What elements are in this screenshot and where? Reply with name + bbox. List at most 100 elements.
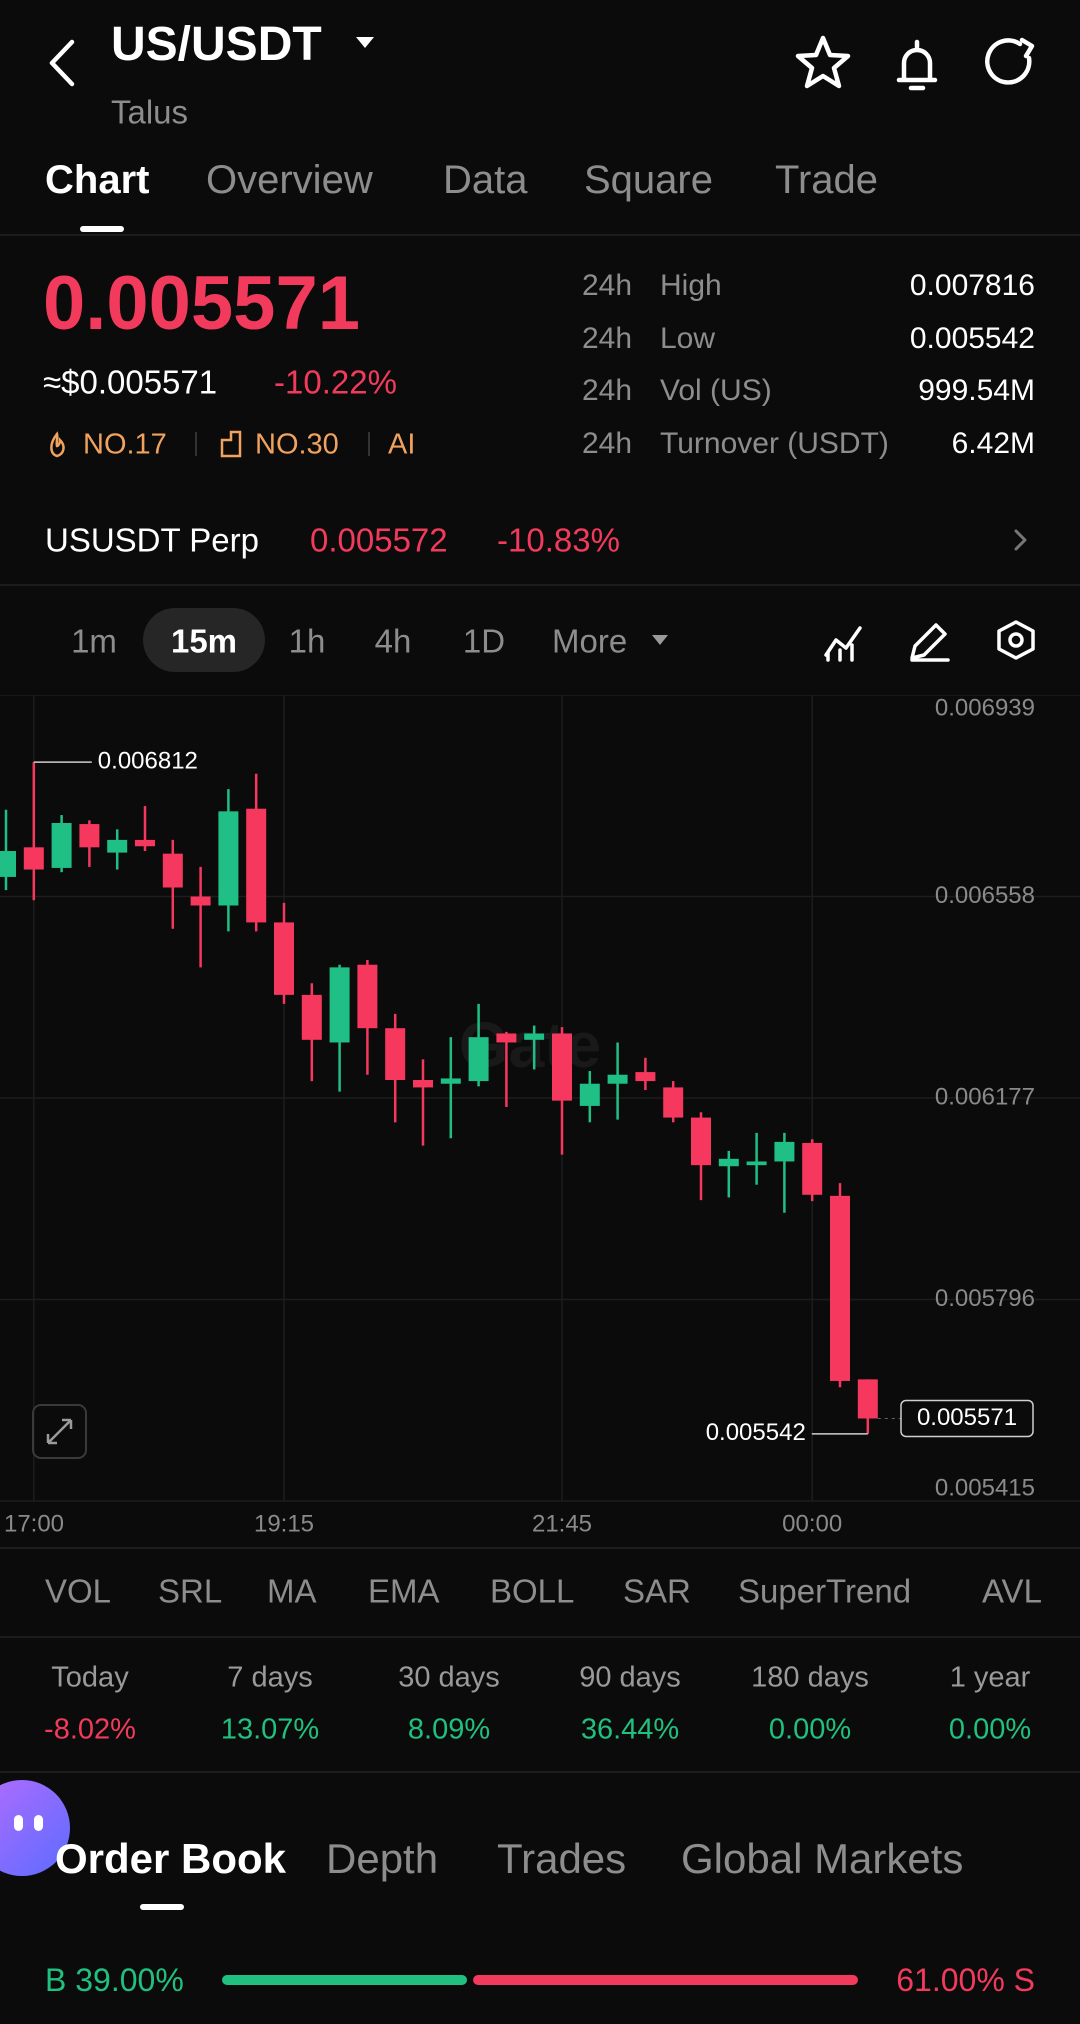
- divider: [0, 1771, 1080, 1773]
- candle-body: [385, 1028, 406, 1081]
- y-tick-label: 0.006558: [935, 882, 1035, 909]
- candle-body: [857, 1379, 878, 1419]
- candle-body: [23, 847, 44, 870]
- candle-body: [246, 808, 267, 923]
- last-price-label: 0.005571: [917, 1404, 1017, 1431]
- share-icon[interactable]: [985, 37, 1035, 85]
- tab[interactable]: Chart: [45, 158, 150, 202]
- perf-label: Today: [51, 1661, 129, 1694]
- x-tick-label: 00:00: [782, 1510, 842, 1537]
- interval-more[interactable]: More: [552, 622, 628, 660]
- candle-body: [830, 1195, 850, 1381]
- stat-period: 24h: [582, 269, 633, 302]
- indicator[interactable]: SAR: [623, 1572, 691, 1610]
- candle-body: [468, 1037, 489, 1082]
- hot-icon: [50, 431, 65, 458]
- indicator[interactable]: SRL: [158, 1572, 223, 1610]
- tab-underline: [80, 226, 124, 232]
- candle-body: [579, 1083, 600, 1106]
- candle-body: [329, 967, 350, 1043]
- low-label: 0.005542: [706, 1419, 806, 1446]
- y-tick-label: 0.006177: [935, 1083, 1035, 1110]
- assistant-bubble[interactable]: [0, 1780, 70, 1876]
- expand-frame: [32, 1404, 87, 1459]
- ai-badge[interactable]: AI: [388, 428, 416, 461]
- perf-value: -8.02%: [44, 1713, 136, 1746]
- separator: [195, 432, 197, 456]
- expand-button[interactable]: [32, 1404, 87, 1459]
- perp-chevron[interactable]: [1014, 529, 1027, 551]
- indicator[interactable]: MA: [267, 1572, 317, 1610]
- candle-body: [635, 1072, 656, 1082]
- perf-value: 13.07%: [220, 1713, 320, 1746]
- stat-value: 999.54M: [918, 374, 1035, 407]
- favorite-icon[interactable]: [795, 35, 851, 89]
- stat-value: 6.42M: [951, 427, 1035, 460]
- indicator[interactable]: AVL: [982, 1572, 1042, 1610]
- buy-bar: [222, 1975, 468, 1985]
- perp-change: -10.83%: [497, 521, 620, 559]
- more-dropdown[interactable]: [652, 635, 668, 645]
- tab[interactable]: Overview: [206, 158, 373, 202]
- settings-icon[interactable]: [997, 620, 1035, 660]
- perf-label: 7 days: [227, 1661, 313, 1694]
- tab[interactable]: Trade: [775, 158, 879, 202]
- stat-period: 24h: [582, 322, 633, 355]
- candle-body: [663, 1087, 684, 1118]
- candle-body: [691, 1117, 711, 1166]
- pair-title[interactable]: US/USDT: [111, 18, 322, 71]
- stat-label: High: [660, 269, 722, 302]
- book-tab[interactable]: Order Book: [55, 1835, 287, 1882]
- perp-name[interactable]: USUSDT Perp: [45, 521, 259, 559]
- hot-rank: NO.17: [83, 428, 167, 461]
- perf-value: 8.09%: [407, 1713, 491, 1746]
- x-tick-label: 17:00: [4, 1510, 64, 1537]
- y-tick-label: 0.005796: [935, 1285, 1035, 1312]
- interval[interactable]: 15m: [170, 622, 238, 660]
- last-price: 0.005571: [43, 261, 360, 346]
- high-label: 0.006812: [98, 748, 198, 775]
- interval[interactable]: 1h: [288, 622, 326, 660]
- book-tab-underline: [140, 1904, 184, 1910]
- x-tick-label: 21:45: [532, 1510, 592, 1537]
- indicator[interactable]: VOL: [45, 1572, 112, 1610]
- candle-body: [107, 839, 128, 853]
- book-tab[interactable]: Trades: [497, 1835, 627, 1882]
- candle-body: [440, 1078, 461, 1084]
- tab[interactable]: Data: [443, 158, 528, 202]
- perf-label: 180 days: [751, 1661, 869, 1694]
- candle-body: [802, 1142, 823, 1195]
- interval[interactable]: 4h: [374, 622, 412, 660]
- stat-value: 0.005542: [909, 322, 1035, 355]
- interval[interactable]: 1m: [71, 622, 117, 660]
- interval[interactable]: 1D: [462, 622, 506, 660]
- stat-label: Low: [660, 322, 716, 355]
- price-change: -10.22%: [274, 363, 397, 401]
- indicator[interactable]: BOLL: [490, 1572, 575, 1610]
- back-button[interactable]: [49, 39, 75, 87]
- alert-icon[interactable]: [896, 39, 938, 91]
- perf-value: 0.00%: [948, 1713, 1032, 1746]
- candle-body: [746, 1161, 767, 1166]
- perf-label: 30 days: [398, 1661, 500, 1694]
- indicator-icon[interactable]: [824, 626, 862, 662]
- pair-dropdown[interactable]: [356, 37, 374, 48]
- perf-label: 90 days: [579, 1661, 681, 1694]
- tab[interactable]: Square: [584, 158, 713, 202]
- candle-body: [413, 1080, 433, 1088]
- book-tab[interactable]: Global Markets: [681, 1835, 964, 1882]
- book-tab[interactable]: Depth: [326, 1835, 439, 1882]
- stat-period: 24h: [582, 374, 633, 407]
- draw-icon[interactable]: [910, 623, 950, 662]
- candle-body: [496, 1033, 517, 1043]
- candle-body: [51, 822, 72, 868]
- divider: [0, 1636, 1080, 1638]
- indicator[interactable]: EMA: [368, 1572, 440, 1610]
- stat-label: Turnover (USDT): [660, 427, 889, 460]
- usd-price: ≈$0.005571: [43, 363, 218, 401]
- candle-body: [552, 1033, 572, 1101]
- candle-body: [301, 994, 322, 1040]
- indicator[interactable]: SuperTrend: [738, 1572, 912, 1610]
- sell-ratio: 61.00% S: [896, 1962, 1035, 1998]
